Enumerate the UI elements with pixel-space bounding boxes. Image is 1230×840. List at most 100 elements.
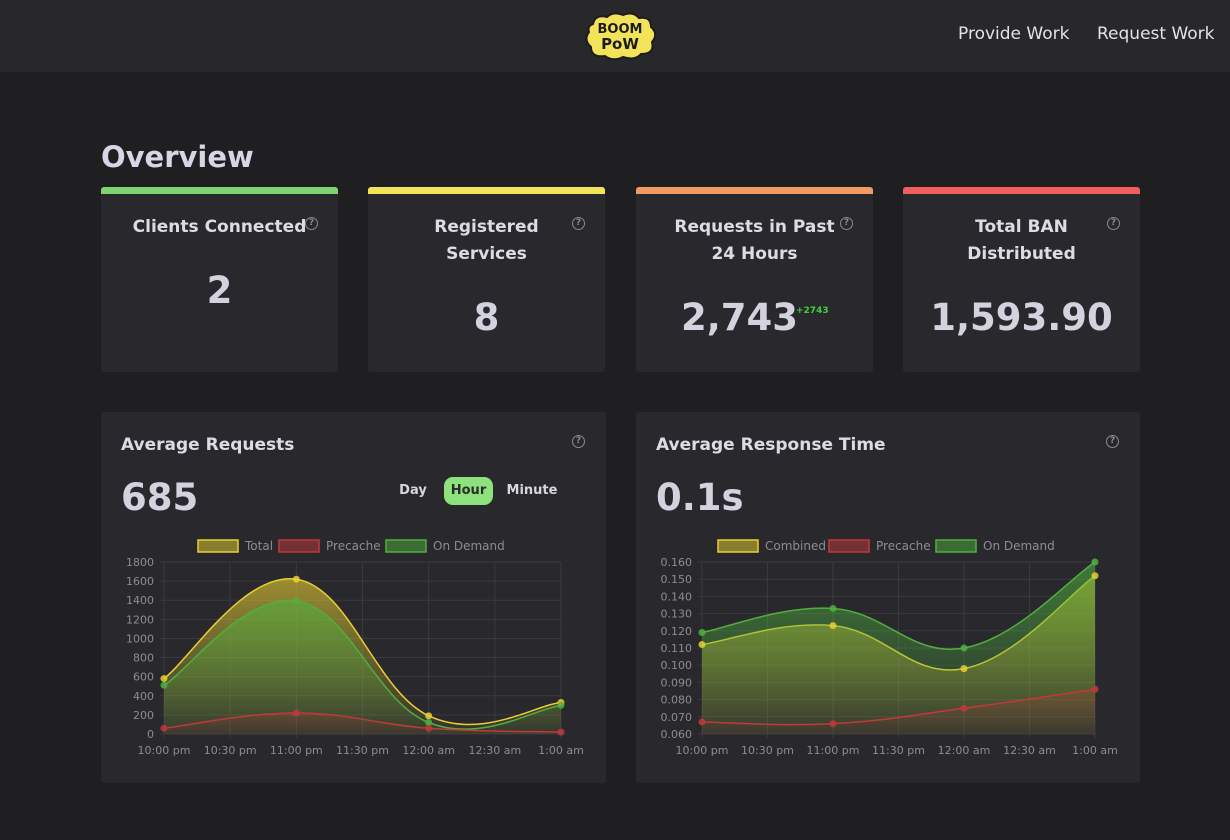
legend-label: On Demand — [983, 539, 1055, 553]
x-tick-label: 12:00 am — [402, 744, 455, 757]
y-tick-label: 0.140 — [661, 590, 693, 603]
series-area — [164, 600, 561, 734]
x-tick-label: 11:30 pm — [336, 744, 389, 757]
stat-label: Registered Services — [434, 217, 539, 264]
data-point — [425, 724, 433, 732]
stat-card-ban: Total BAN Distributed ? 1,593.90 — [903, 187, 1140, 372]
average-response-chart: 0.060 0.070 0.080 0.090 0.100 0.110 0.120 0.130… — [661, 539, 1118, 757]
x-tick-label: 11:30 pm — [872, 744, 925, 757]
data-point — [960, 704, 968, 712]
data-point — [292, 575, 300, 583]
stat-accent-bar — [368, 187, 605, 194]
y-tick-label: 0.130 — [661, 608, 693, 621]
stat-accent-bar — [636, 187, 873, 194]
x-tick-label: 1:00 am — [1072, 744, 1118, 757]
legend-swatch — [385, 539, 427, 553]
boompow-logo[interactable]: BOOM PoW — [581, 10, 659, 62]
data-point — [698, 641, 706, 649]
data-point — [960, 665, 968, 673]
y-tick-label: 1200 — [126, 613, 154, 626]
stat-label: Total BAN Distributed — [967, 217, 1076, 264]
data-point — [160, 724, 168, 732]
y-tick-label: 1600 — [126, 575, 154, 588]
stat-card-requests: Requests in Past 24 Hours ? 2,743 +2743 — [636, 187, 873, 372]
data-point — [960, 644, 968, 652]
tab-hour[interactable]: Hour — [444, 477, 493, 505]
series-area — [702, 562, 1095, 734]
help-icon[interactable]: ? — [840, 217, 853, 230]
data-point — [557, 728, 565, 736]
average-response-card: 0.060 0.070 0.080 0.090 0.100 0.110 0.120 0.130… — [636, 412, 1140, 783]
stat-value: 2,743 — [680, 296, 799, 339]
y-tick-label: 400 — [133, 690, 154, 703]
x-tick-label: 12:30 am — [469, 744, 522, 757]
tab-day[interactable]: Day — [399, 483, 427, 498]
average-requests-card: 0 200 400 600 800 1000 1200 1400 1600 1800 10:00 p… — [101, 412, 606, 783]
legend-swatch — [717, 539, 759, 553]
chart-title: Average Response Time — [656, 435, 886, 455]
y-tick-label: 1800 — [126, 556, 154, 569]
legend-label: Precache — [876, 539, 931, 553]
data-point — [425, 712, 433, 720]
data-point — [160, 681, 168, 689]
x-tick-label: 10:30 pm — [741, 744, 794, 757]
x-tick-label: 10:00 pm — [138, 744, 191, 757]
page-title: Overview — [101, 140, 254, 174]
data-point — [1091, 558, 1099, 566]
data-point — [557, 701, 565, 709]
y-tick-label: 200 — [133, 709, 154, 722]
tab-minute[interactable]: Minute — [506, 483, 558, 498]
series-line — [163, 712, 562, 733]
x-tick-label: 11:00 pm — [807, 744, 860, 757]
help-icon[interactable]: ? — [572, 217, 585, 230]
y-tick-label: 0.110 — [661, 642, 693, 655]
chart-summary-value: 685 — [121, 476, 199, 519]
y-tick-label: 0.100 — [661, 659, 693, 672]
series-area — [164, 712, 561, 734]
top-bar: BOOM PoW Provide Work Request Work — [0, 0, 1230, 72]
data-point — [425, 719, 433, 727]
x-tick-label: 11:00 pm — [270, 744, 323, 757]
legend-swatch — [278, 539, 320, 553]
stat-value: 1,593.90 — [930, 296, 1113, 339]
legend-label: On Demand — [433, 539, 505, 553]
request-work-link[interactable]: Request Work — [1097, 24, 1215, 44]
y-tick-label: 0.060 — [661, 728, 693, 741]
stat-card-services: Registered Services ? 8 — [368, 187, 605, 372]
help-icon[interactable]: ? — [305, 217, 318, 230]
legend-swatch — [935, 539, 977, 553]
series-line — [163, 600, 562, 730]
data-point — [1091, 685, 1099, 693]
series-area — [702, 689, 1095, 734]
provide-work-link[interactable]: Provide Work — [958, 24, 1070, 44]
stat-label: Requests in Past 24 Hours — [674, 217, 835, 264]
help-icon[interactable]: ? — [1106, 435, 1119, 448]
x-tick-label: 12:00 am — [938, 744, 991, 757]
series-line — [701, 688, 1096, 726]
help-icon[interactable]: ? — [572, 435, 585, 448]
legend-label: Precache — [326, 539, 381, 553]
y-tick-label: 0 — [147, 728, 154, 741]
stat-label: Clients Connected — [132, 217, 307, 237]
average-requests-chart: 0 200 400 600 800 1000 1200 1400 1600 1800 10:00 p… — [126, 539, 584, 757]
data-point — [829, 622, 837, 630]
logo-text-bottom: PoW — [601, 35, 639, 53]
y-tick-label: 800 — [133, 652, 154, 665]
legend-swatch — [828, 539, 870, 553]
data-point — [698, 629, 706, 637]
data-point — [1091, 572, 1099, 580]
y-tick-label: 1400 — [126, 594, 154, 607]
data-point — [698, 718, 706, 726]
series-line — [701, 561, 1096, 650]
y-tick-label: 600 — [133, 671, 154, 684]
help-icon[interactable]: ? — [1107, 217, 1120, 230]
y-tick-label: 0.160 — [661, 556, 693, 569]
stat-accent-bar — [903, 187, 1140, 194]
data-point — [829, 720, 837, 728]
legend-swatch — [197, 539, 239, 553]
logo-text-top: BOOM — [598, 22, 643, 37]
x-tick-label: 1:00 am — [538, 744, 584, 757]
x-tick-label: 12:30 am — [1003, 744, 1056, 757]
data-point — [160, 675, 168, 683]
y-tick-label: 0.150 — [661, 573, 693, 586]
